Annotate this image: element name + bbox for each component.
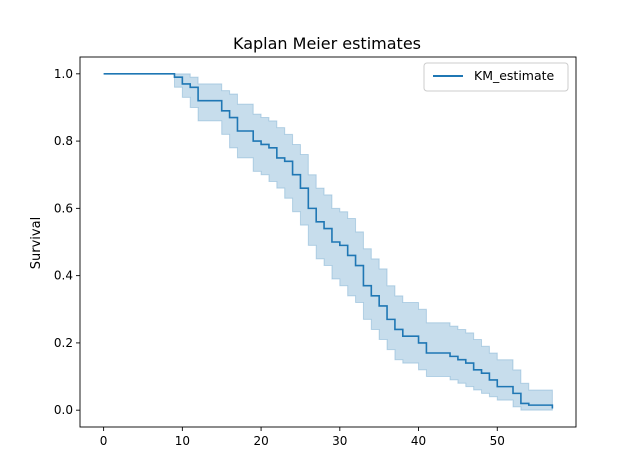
y-tick-label: 0.8	[54, 134, 73, 148]
chart-title: Kaplan Meier estimates	[233, 34, 421, 53]
plot-area	[103, 73, 554, 411]
axes: 0 10 20 30 40 50 0.0 0.2 0.4 0.6 0.8 1.0	[54, 56, 577, 448]
x-tick-label: 0	[100, 434, 108, 448]
series-line-km-estimate	[103, 73, 554, 409]
y-tick-label: 1.0	[54, 67, 73, 81]
x-tick-label: 40	[411, 434, 426, 448]
x-tick-label: 20	[253, 434, 268, 448]
x-tick-label: 50	[490, 434, 505, 448]
y-tick-label: 0.2	[54, 336, 73, 350]
legend-box	[423, 62, 569, 92]
confidence-band	[103, 73, 553, 411]
y-tick-label: 0.0	[54, 403, 73, 417]
legend: KM_estimate	[423, 62, 569, 92]
axes-frame	[79, 56, 577, 428]
x-tick-label: 30	[332, 434, 347, 448]
y-axis-label: Survival	[29, 217, 44, 269]
y-tick-label: 0.6	[54, 201, 73, 215]
y-tick-label: 0.4	[54, 269, 73, 283]
legend-label: KM_estimate	[474, 68, 555, 83]
x-tick-label: 10	[175, 434, 190, 448]
